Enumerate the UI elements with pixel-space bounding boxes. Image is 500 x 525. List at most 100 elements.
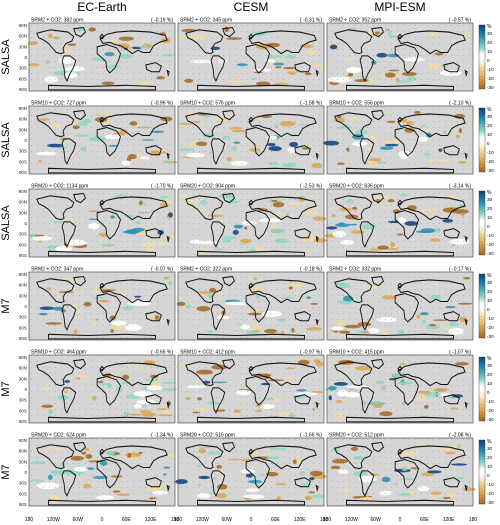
colorbar-tick-label: 0 <box>487 141 490 146</box>
colorbar-tick-label: -20 <box>487 325 494 330</box>
colorbar-unit: % <box>487 356 492 362</box>
map-panel <box>177 105 325 175</box>
significance-stipple <box>178 106 324 174</box>
colorbar-tick-label: 0 <box>487 473 490 478</box>
colorbar-tick-label: -20 <box>487 408 494 413</box>
map-panel <box>175 437 327 507</box>
colorbar-tick-label: 0 <box>487 58 490 63</box>
panel-change: ( -0.17 %) <box>449 267 471 273</box>
map-frame <box>326 22 474 92</box>
panel-change: ( -1.58 %) <box>300 101 322 107</box>
colorbar-unit: % <box>487 273 492 279</box>
colorbar-tick-label: 20 <box>487 40 493 45</box>
lat-tick-label: 30S <box>19 66 27 71</box>
lat-tick-label: 90S <box>19 253 27 258</box>
significance-stipple <box>327 272 473 340</box>
colorbar-tick-label: 20 <box>487 206 493 211</box>
lat-tick-label: 90N <box>19 438 27 443</box>
panel-change: ( -2.53 %) <box>300 184 322 190</box>
significance-stipple <box>29 438 175 506</box>
lon-tick-label: 0 <box>250 517 253 523</box>
lat-tick-label: 0 <box>24 304 27 309</box>
colorbar-tick-label: -20 <box>487 242 494 247</box>
lon-tick-label: 0 <box>101 517 104 523</box>
lat-tick-label: 90N <box>19 106 27 111</box>
significance-stipple <box>178 189 324 257</box>
map-frame <box>177 22 325 92</box>
colorbar <box>478 190 486 256</box>
significance-stipple <box>327 23 473 91</box>
colorbar-tick-label: -30 <box>487 417 494 422</box>
map-panel <box>177 22 325 92</box>
column-title: MPI-ESM <box>374 0 425 14</box>
colorbar-tick-label: 30 <box>487 114 493 119</box>
colorbar-tick-label: 10 <box>487 215 493 220</box>
lat-tick-label: 0 <box>24 470 27 475</box>
significance-stipple <box>29 106 175 174</box>
lat-tick-label: 60N <box>19 449 27 454</box>
map-frame <box>28 354 176 424</box>
lon-tick-label: 120W <box>196 517 209 523</box>
lon-tick-label: 60W <box>73 517 84 523</box>
lat-tick-label: 90S <box>19 419 27 424</box>
lat-tick-label: 90S <box>19 336 27 341</box>
colorbar-tick-label: 0 <box>487 390 490 395</box>
colorbar-tick-label: -20 <box>487 76 494 81</box>
lon-tick-label: 180 <box>174 517 183 523</box>
colorbar <box>478 356 486 422</box>
panel-info: SRM20 + CO2: 512 ppm <box>329 433 384 439</box>
significance-stipple <box>29 23 175 91</box>
column-title: CESM <box>234 0 269 14</box>
lat-tick-label: 90N <box>19 272 27 277</box>
panel-change: ( -0.07 %) <box>151 267 173 273</box>
panel-info: SRM20 + CO2: 624 ppm <box>31 433 86 439</box>
panel-change: ( -1.34 %) <box>151 433 173 439</box>
lat-tick-label: 60N <box>19 283 27 288</box>
map-panel <box>28 105 178 175</box>
lon-tick-label: 60W <box>371 517 382 523</box>
lat-tick-label: 30S <box>19 315 27 320</box>
panel-info: SRM2 + CO2: 345 ppm <box>180 18 232 24</box>
colorbar-tick-label: 20 <box>487 372 493 377</box>
significance-stipple <box>178 272 324 340</box>
colorbar-tick-label: -10 <box>487 482 494 487</box>
colorbar-unit: % <box>487 107 492 113</box>
lat-tick-label: 30N <box>19 293 27 298</box>
map-frame <box>28 105 176 175</box>
colorbar-tick-label: -30 <box>487 168 494 173</box>
colorbar-tick-label: -30 <box>487 334 494 339</box>
panel-change: ( -3.14 %) <box>449 184 471 190</box>
lon-tick-label: 120E <box>294 517 306 523</box>
colorbar-tick-label: 30 <box>487 280 493 285</box>
row-label: M7 <box>0 464 12 479</box>
row-label: M7 <box>0 298 12 313</box>
panel-info: SRM10 + CO2: 412 ppm <box>180 350 235 356</box>
lat-tick-label: 90N <box>19 189 27 194</box>
map-panel <box>28 354 177 424</box>
panel-info: SRM2 + CO2: 347 ppm <box>31 267 83 273</box>
colorbar-unit: % <box>487 439 492 445</box>
panel-info: SRM20 + CO2: 1134 ppm <box>31 184 88 190</box>
map-frame <box>28 271 176 341</box>
colorbar-tick-label: 20 <box>487 455 493 460</box>
lon-tick-label: 120E <box>145 517 157 523</box>
map-panel <box>28 188 176 258</box>
map-frame <box>326 188 474 258</box>
significance-stipple <box>29 355 175 423</box>
map-frame <box>177 271 325 341</box>
map-panel <box>28 271 176 341</box>
colorbar-tick-label: -10 <box>487 233 494 238</box>
lat-tick-label: 60N <box>19 366 27 371</box>
panel-info: SRM10 + CO2: 727 ppm <box>31 101 86 107</box>
column-title: EC-Earth <box>77 0 126 14</box>
colorbar-tick-label: -20 <box>487 159 494 164</box>
colorbar-tick-label: -30 <box>487 85 494 90</box>
lat-tick-label: 30N <box>19 459 27 464</box>
panel-change: ( -2.10 %) <box>449 101 471 107</box>
lat-tick-label: 30N <box>19 127 27 132</box>
map-panel <box>326 437 476 507</box>
panel-change: ( -1.70 %) <box>151 184 173 190</box>
colorbar-tick-label: 20 <box>487 289 493 294</box>
colorbar-unit: % <box>487 24 492 30</box>
